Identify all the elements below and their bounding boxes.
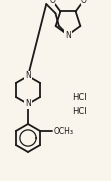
Text: O: O [81,0,87,5]
Text: O: O [49,0,55,5]
Text: N: N [65,31,71,39]
Text: OCH₃: OCH₃ [54,127,74,136]
Text: N: N [25,100,31,108]
Text: N: N [25,71,31,81]
Text: HCl: HCl [72,94,87,102]
Text: HCl: HCl [72,108,87,117]
